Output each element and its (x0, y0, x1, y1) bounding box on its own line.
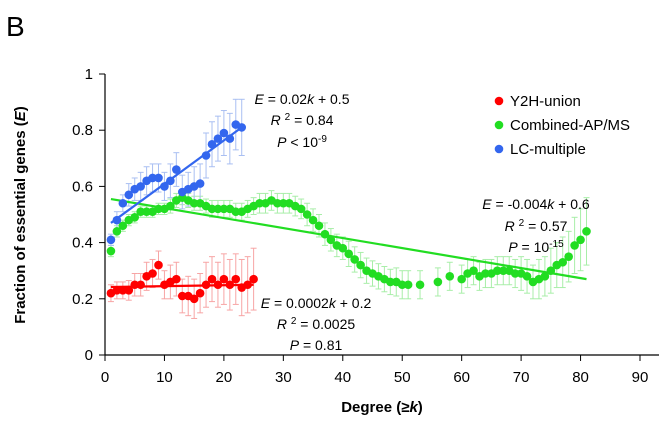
lc-multiple-p-value-part: -9 (318, 134, 327, 145)
legend-marker-y2h-union (495, 97, 504, 106)
x-tick-label: 20 (216, 369, 233, 386)
y2h-union-equation-part: = 0.0002 (270, 295, 329, 311)
y-tick-label: 0.8 (72, 122, 93, 139)
y-tick-label: 0.4 (72, 235, 93, 252)
y2h-union-point (196, 289, 205, 298)
y-tick-label: 0.6 (72, 178, 93, 195)
legend-label-y2h-union: Y2H-union (510, 93, 581, 110)
y2h-union-point (136, 280, 145, 289)
legend-label-lc-multiple: LC-multiple (510, 141, 586, 158)
lc-multiple-point (196, 179, 205, 188)
y2h-union-equation-part: + 0.2 (336, 295, 372, 311)
y2h-union-error-bars (108, 248, 257, 318)
combined-ap-ms-point (445, 272, 454, 281)
x-tick-label: 80 (572, 369, 589, 386)
x-tick-label: 30 (275, 369, 292, 386)
y2h-union-point (231, 275, 240, 284)
panel-label: B (6, 11, 25, 42)
lc-multiple-point (166, 176, 175, 185)
x-tick-label: 10 (156, 369, 173, 386)
combined-ap-ms-point (576, 235, 585, 244)
y2h-union-r-squared-part: = 0.0025 (296, 316, 355, 332)
y2h-union-equation: E = 0.0002k + 0.2 (261, 295, 372, 311)
y2h-union-point (154, 261, 163, 270)
lc-multiple-equation-part: = 0.02 (264, 91, 307, 107)
combined-ap-ms-r-squared-part: R (505, 218, 515, 234)
x-tick-label: 0 (101, 369, 109, 386)
lc-multiple-point (154, 174, 163, 183)
lc-multiple-point (172, 165, 181, 174)
combined-ap-ms-equation-part: + 0.6 (554, 196, 590, 212)
combined-ap-ms-point (404, 280, 413, 289)
lc-multiple-point (202, 151, 211, 160)
legend-marker-lc-multiple (495, 145, 504, 154)
x-tick-label: 50 (394, 369, 411, 386)
lc-multiple-point (237, 123, 246, 132)
lc-multiple-r-squared: R 2 = 0.84 (271, 112, 334, 129)
lc-multiple-r-squared-part: = 0.84 (290, 112, 333, 128)
legend-marker-combined-ap-ms (495, 121, 504, 130)
x-axis-title: Degree (≥k) (341, 399, 423, 416)
lc-multiple-point (107, 235, 116, 244)
y2h-union-r-squared: R 2 = 0.0025 (277, 316, 356, 333)
combined-ap-ms-r-squared: R 2 = 0.57 (505, 218, 568, 235)
y-tick-label: 0.2 (72, 291, 93, 308)
combined-ap-ms-point (315, 221, 324, 230)
y-axis-title-end: ) (12, 106, 29, 111)
combined-ap-ms-point (416, 280, 425, 289)
lc-multiple-equation-part: + 0.5 (314, 91, 350, 107)
combined-ap-ms-p-value-part: = 10 (518, 239, 550, 255)
legend: Y2H-union Combined-AP/MS LC-multiple (495, 93, 630, 158)
y2h-union-r-squared-part: R (277, 316, 287, 332)
combined-ap-ms-equation-part: = -0.004 (492, 196, 548, 212)
lc-multiple-point (226, 134, 235, 143)
lc-multiple-r-squared-part: R (271, 112, 281, 128)
combined-ap-ms-equation: E = -0.004k + 0.6 (482, 196, 590, 212)
combined-ap-ms-p-value: P = 10-15 (508, 239, 564, 256)
combined-ap-ms-point (582, 227, 591, 236)
y2h-union-p-value: P = 0.81 (290, 337, 343, 353)
combined-ap-ms-r-squared-part: = 0.57 (524, 218, 567, 234)
x-tick-label: 60 (453, 369, 470, 386)
legend-label-combined-ap-ms: Combined-AP/MS (510, 117, 630, 134)
x-tick-label: 70 (513, 369, 530, 386)
lc-multiple-equation: E = 0.02k + 0.5 (255, 91, 350, 107)
combined-ap-ms-point (434, 278, 443, 287)
y2h-union-p-value-part: = 0.81 (299, 337, 342, 353)
lc-multiple-p-value: P < 10-9 (277, 134, 327, 151)
x-tick-label: 90 (632, 369, 649, 386)
y-tick-label: 0 (85, 347, 93, 364)
x-axis-title-text: Degree (≥ (341, 399, 409, 416)
y2h-union-point (249, 275, 258, 284)
y-axis-title-text: Fraction of essential genes ( (12, 121, 29, 324)
y2h-union-point (172, 275, 181, 284)
combined-ap-ms-point (107, 247, 116, 256)
y2h-union-point (148, 269, 157, 278)
lc-multiple-point (113, 216, 122, 225)
combined-ap-ms-point (564, 252, 573, 261)
lc-multiple-p-value-part: < 10 (286, 134, 318, 150)
y-axis-title: Fraction of essential genes (E) (12, 106, 29, 324)
y-tick-label: 1 (85, 66, 93, 83)
lc-multiple-point (119, 199, 128, 208)
x-tick-label: 40 (334, 369, 351, 386)
x-axis-title-end: ) (418, 399, 423, 416)
combined-ap-ms-p-value-part: -15 (549, 239, 564, 250)
